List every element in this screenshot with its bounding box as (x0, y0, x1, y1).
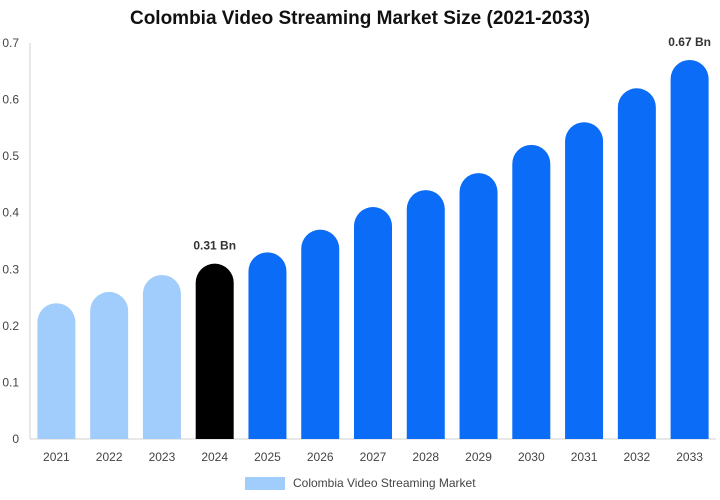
x-tick-label: 2027 (360, 450, 387, 464)
y-tick-label: 0.7 (2, 36, 19, 50)
bar-2021 (37, 303, 76, 439)
x-tick-label: 2032 (623, 450, 650, 464)
y-tick-label: 0.3 (2, 262, 19, 276)
x-tick-label: 2033 (676, 450, 703, 464)
chart-title: Colombia Video Streaming Market Size (20… (129, 8, 591, 29)
x-tick-label: 2026 (307, 450, 334, 464)
legend-label: Colombia Video Streaming Market (293, 476, 476, 490)
x-tick-label: 2028 (412, 450, 439, 464)
y-tick-label: 0.2 (2, 319, 19, 333)
legend-swatch (245, 477, 285, 490)
bar-2022 (90, 291, 129, 439)
bar-2033 (670, 59, 709, 439)
bar-2025 (248, 252, 287, 439)
y-tick-label: 0.4 (2, 206, 19, 220)
bar-2030 (512, 144, 551, 439)
x-tick-label: 2029 (465, 450, 492, 464)
x-tick-label: 2023 (149, 450, 176, 464)
bar-2026 (301, 229, 340, 439)
x-tick-label: 2031 (571, 450, 598, 464)
x-tick-label: 2024 (201, 450, 228, 464)
x-tick-label: 2021 (43, 450, 70, 464)
bar-2029 (459, 173, 498, 439)
y-tick-label: 0.6 (2, 93, 19, 107)
bar-2032 (617, 88, 656, 439)
data-label-2033: 0.67 Bn (668, 35, 711, 49)
bar-2027 (354, 207, 392, 439)
data-label-2024: 0.31 Bn (193, 239, 236, 253)
bar-2028 (406, 190, 445, 439)
y-tick-label: 0 (12, 432, 19, 446)
bar-2024 (195, 263, 234, 439)
bar-2023 (142, 274, 181, 439)
x-tick-label: 2022 (96, 450, 123, 464)
x-tick-label: 2030 (518, 450, 545, 464)
y-tick-label: 0.1 (2, 375, 19, 389)
x-tick-label: 2025 (254, 450, 281, 464)
y-tick-label: 0.5 (2, 149, 19, 163)
bar-2031 (565, 122, 604, 439)
